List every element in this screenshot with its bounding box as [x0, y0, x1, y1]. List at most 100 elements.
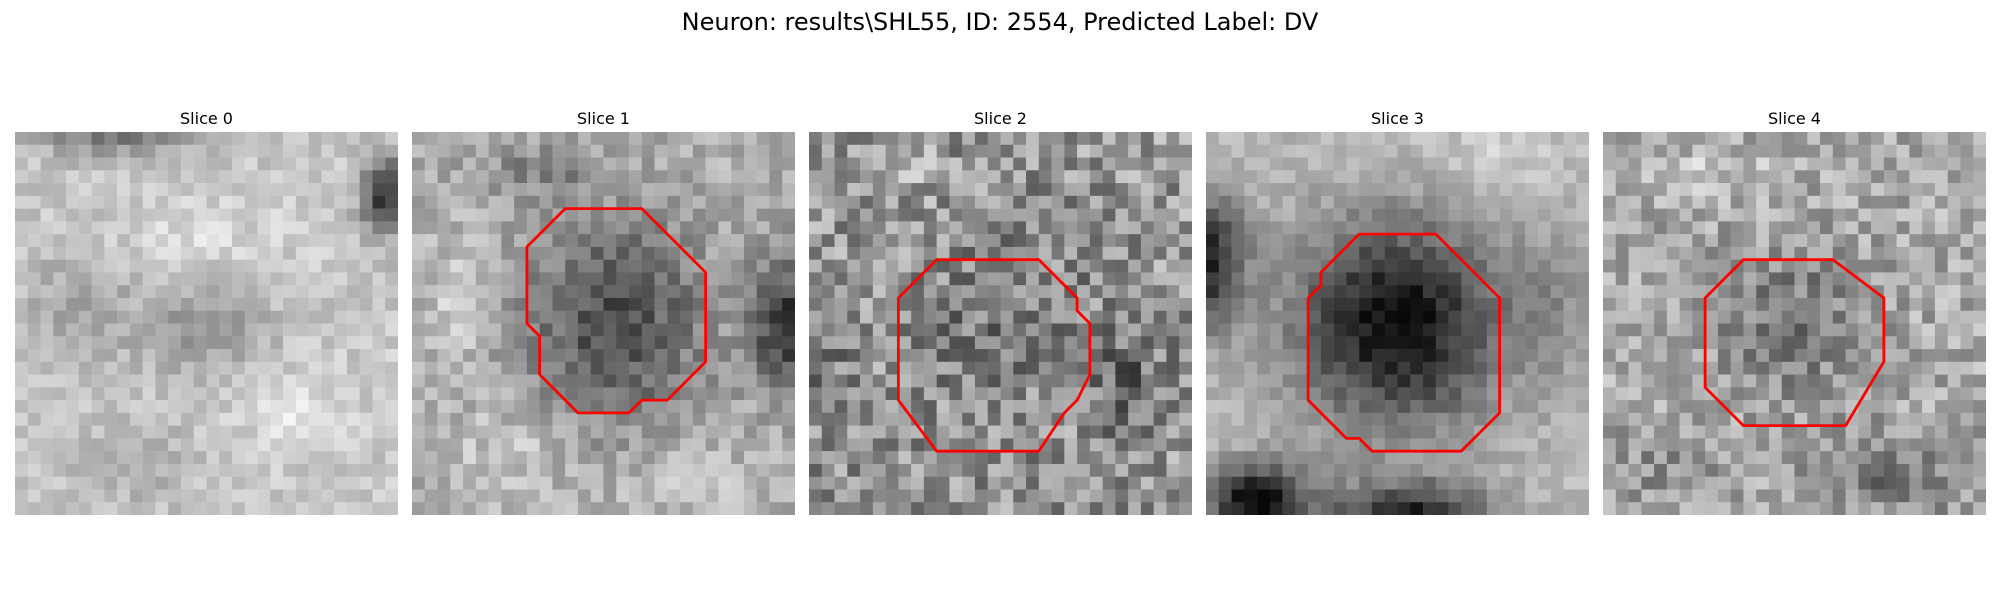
image-pixel	[219, 144, 233, 158]
image-pixel	[66, 502, 80, 515]
image-pixel	[1896, 221, 1910, 235]
image-pixel	[463, 144, 477, 158]
image-pixel	[769, 463, 783, 477]
image-pixel	[244, 157, 258, 171]
image-pixel	[1922, 285, 1936, 299]
image-pixel	[1603, 463, 1617, 477]
image-pixel	[129, 451, 143, 465]
image-pixel	[232, 208, 246, 222]
image-pixel	[1563, 400, 1577, 414]
image-pixel	[705, 425, 719, 439]
image-pixel	[1140, 336, 1154, 350]
image-pixel	[898, 221, 912, 235]
image-pixel	[629, 349, 643, 363]
image-pixel	[1563, 387, 1577, 401]
image-pixel	[565, 272, 579, 286]
image-pixel	[1947, 310, 1961, 324]
image-pixel	[1525, 157, 1539, 171]
image-pixel	[168, 310, 182, 324]
image-pixel	[1717, 208, 1731, 222]
image-pixel	[834, 489, 848, 503]
image-pixel	[283, 144, 297, 158]
image-pixel	[1397, 310, 1411, 324]
image-pixel	[1794, 234, 1808, 248]
image-pixel	[129, 259, 143, 273]
image-pixel	[53, 221, 67, 235]
image-pixel	[1947, 400, 1961, 414]
image-pixel	[1717, 170, 1731, 184]
image-pixel	[1461, 425, 1475, 439]
image-pixel	[295, 323, 309, 337]
image-pixel	[1960, 195, 1974, 209]
image-pixel	[1166, 489, 1180, 503]
image-pixel	[437, 489, 451, 503]
image-pixel	[424, 336, 438, 350]
image-pixel	[1717, 476, 1731, 490]
image-pixel	[1064, 323, 1078, 337]
image-pixel	[1576, 412, 1589, 426]
image-pixel	[552, 463, 566, 477]
image-pixel	[270, 183, 284, 197]
roi-contour	[896, 258, 1092, 453]
image-pixel	[756, 157, 770, 171]
image-pixel	[321, 463, 335, 477]
image-pixel	[1730, 144, 1744, 158]
image-pixel	[514, 170, 528, 184]
image-pixel	[577, 336, 591, 350]
image-pixel	[1794, 425, 1808, 439]
image-pixel	[1244, 349, 1258, 363]
image-pixel	[1282, 412, 1296, 426]
image-pixel	[168, 451, 182, 465]
image-pixel	[1077, 132, 1091, 146]
image-pixel	[1615, 476, 1629, 490]
image-pixel	[244, 323, 258, 337]
image-pixel	[91, 208, 105, 222]
image-pixel	[565, 502, 579, 515]
image-pixel	[705, 259, 719, 273]
image-pixel	[78, 476, 92, 490]
image-pixel	[463, 451, 477, 465]
image-pixel	[1435, 221, 1449, 235]
image-pixel	[1512, 400, 1526, 414]
image-pixel	[834, 132, 848, 146]
image-pixel	[1973, 259, 1986, 273]
image-pixel	[1947, 170, 1961, 184]
image-pixel	[283, 234, 297, 248]
image-pixel	[1934, 221, 1948, 235]
image-pixel	[718, 349, 732, 363]
image-pixel	[1628, 259, 1642, 273]
image-pixel	[412, 285, 426, 299]
image-pixel	[654, 157, 668, 171]
image-pixel	[641, 412, 655, 426]
image-pixel	[334, 144, 348, 158]
image-pixel	[898, 323, 912, 337]
image-pixel	[219, 412, 233, 426]
image-pixel	[987, 183, 1001, 197]
image-pixel	[1934, 425, 1948, 439]
image-pixel	[91, 246, 105, 260]
image-pixel	[731, 451, 745, 465]
image-pixel	[295, 374, 309, 388]
image-pixel	[1038, 374, 1052, 388]
image-pixel	[1128, 476, 1142, 490]
image-pixel	[1934, 132, 1948, 146]
image-pixel	[539, 259, 553, 273]
image-pixel	[1537, 361, 1551, 375]
image-pixel	[1692, 361, 1706, 375]
image-pixel	[936, 323, 950, 337]
image-pixel	[987, 195, 1001, 209]
image-pixel	[155, 132, 169, 146]
image-pixel	[27, 451, 41, 465]
image-pixel	[1102, 170, 1116, 184]
image-pixel	[1615, 132, 1629, 146]
image-pixel	[40, 361, 54, 375]
image-pixel	[372, 489, 386, 503]
image-pixel	[424, 144, 438, 158]
image-pixel	[1435, 489, 1449, 503]
image-pixel	[705, 246, 719, 260]
image-pixel	[193, 387, 207, 401]
image-pixel	[27, 144, 41, 158]
image-pixel	[1115, 310, 1129, 324]
image-pixel	[923, 157, 937, 171]
image-pixel	[1858, 476, 1872, 490]
